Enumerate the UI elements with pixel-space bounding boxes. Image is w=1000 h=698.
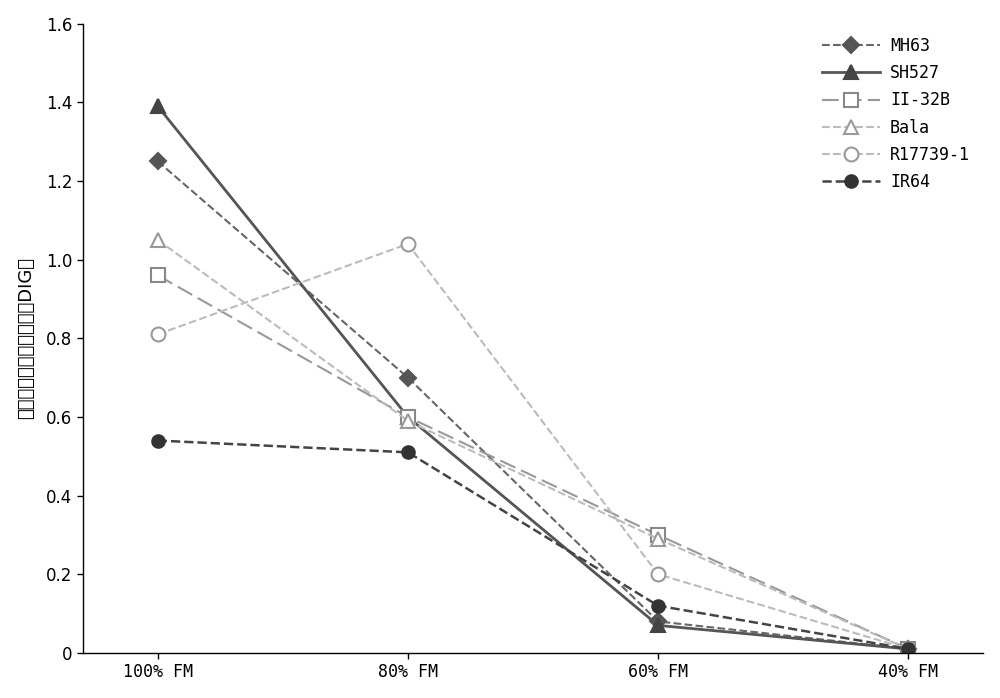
MH63 — [902, 645, 914, 653]
Legend: MH63, SH527, II-32B, Bala, R17739-1, IR64: MH63, SH527, II-32B, Bala, R17739-1, IR6… — [817, 32, 975, 196]
SH527 — [152, 102, 164, 110]
II-32B — [902, 645, 914, 653]
MH63 — [402, 373, 414, 382]
IR64 — [652, 602, 664, 610]
IR64 — [402, 448, 414, 456]
R17739-1 — [902, 645, 914, 653]
II-32B — [402, 413, 414, 421]
MH63 — [152, 157, 164, 165]
Line: R17739-1: R17739-1 — [151, 237, 915, 656]
Bala — [652, 535, 664, 543]
Line: Bala: Bala — [151, 233, 915, 656]
Line: MH63: MH63 — [152, 156, 914, 655]
R17739-1 — [652, 570, 664, 579]
Line: IR64: IR64 — [151, 434, 915, 655]
SH527 — [402, 413, 414, 421]
R17739-1 — [152, 330, 164, 339]
Bala — [902, 645, 914, 653]
SH527 — [652, 621, 664, 630]
II-32B — [652, 530, 664, 539]
Line: SH527: SH527 — [151, 99, 915, 656]
IR64 — [152, 436, 164, 445]
II-32B — [152, 272, 164, 280]
Y-axis label: 单株粒粒产量抗旱指数（DIG）: 单株粒粒产量抗旱指数（DIG） — [17, 258, 35, 419]
MH63 — [652, 617, 664, 625]
Bala — [152, 236, 164, 244]
Line: II-32B: II-32B — [151, 269, 915, 656]
IR64 — [902, 645, 914, 653]
Bala — [402, 417, 414, 425]
SH527 — [902, 645, 914, 653]
R17739-1 — [402, 239, 414, 248]
